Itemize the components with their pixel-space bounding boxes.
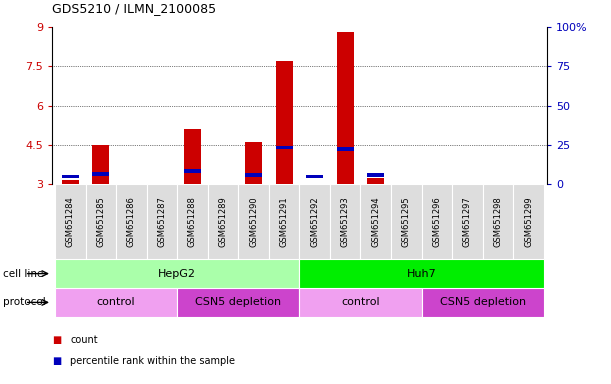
Text: GSM651299: GSM651299 — [524, 197, 533, 247]
Bar — [177, 184, 208, 259]
Bar — [306, 175, 323, 178]
Bar — [55, 184, 86, 259]
Bar — [422, 288, 544, 317]
Text: GSM651294: GSM651294 — [371, 197, 380, 247]
Text: GSM651290: GSM651290 — [249, 197, 258, 247]
Text: CSN5 depletion: CSN5 depletion — [196, 297, 281, 308]
Text: GSM651284: GSM651284 — [66, 196, 75, 247]
Bar — [337, 147, 354, 151]
Bar — [391, 184, 422, 259]
Bar — [147, 184, 177, 259]
Bar — [422, 184, 452, 259]
Text: protocol: protocol — [3, 297, 46, 308]
Text: GSM651296: GSM651296 — [433, 196, 441, 247]
Bar — [92, 145, 109, 184]
Text: Huh7: Huh7 — [407, 268, 436, 279]
Bar — [62, 180, 79, 184]
Bar — [452, 184, 483, 259]
Bar — [269, 184, 299, 259]
Bar — [86, 184, 116, 259]
Text: cell line: cell line — [3, 268, 43, 279]
Bar — [513, 184, 544, 259]
Bar — [245, 174, 262, 177]
Text: GSM651297: GSM651297 — [463, 196, 472, 247]
Text: ■: ■ — [52, 356, 61, 366]
Bar — [55, 259, 299, 288]
Bar — [367, 174, 384, 177]
Bar — [299, 184, 330, 259]
Text: percentile rank within the sample: percentile rank within the sample — [70, 356, 235, 366]
Text: control: control — [97, 297, 136, 308]
Text: ■: ■ — [52, 335, 61, 345]
Text: GSM651289: GSM651289 — [219, 196, 227, 247]
Text: GSM651288: GSM651288 — [188, 196, 197, 247]
Text: GSM651291: GSM651291 — [280, 197, 288, 247]
Bar — [55, 288, 177, 317]
Bar — [360, 184, 391, 259]
Bar — [337, 32, 354, 184]
Bar — [276, 146, 293, 149]
Text: CSN5 depletion: CSN5 depletion — [440, 297, 525, 308]
Text: GSM651285: GSM651285 — [97, 196, 105, 247]
Bar — [238, 184, 269, 259]
Bar — [299, 288, 422, 317]
Text: GSM651287: GSM651287 — [158, 196, 166, 247]
Text: GDS5210 / ILMN_2100085: GDS5210 / ILMN_2100085 — [52, 2, 216, 15]
Bar — [184, 129, 201, 184]
Text: control: control — [341, 297, 380, 308]
Text: HepG2: HepG2 — [158, 268, 196, 279]
Bar — [483, 184, 513, 259]
Text: GSM651298: GSM651298 — [494, 196, 502, 247]
Bar — [276, 61, 293, 184]
Text: GSM651286: GSM651286 — [127, 196, 136, 247]
Bar — [299, 259, 544, 288]
Bar — [367, 178, 384, 184]
Bar — [62, 175, 79, 178]
Bar — [116, 184, 147, 259]
Text: GSM651295: GSM651295 — [402, 197, 411, 247]
Bar — [208, 184, 238, 259]
Bar — [245, 142, 262, 184]
Bar — [177, 288, 299, 317]
Bar — [92, 172, 109, 175]
Bar — [184, 169, 201, 173]
Text: GSM651293: GSM651293 — [341, 196, 349, 247]
Text: GSM651292: GSM651292 — [310, 197, 319, 247]
Bar — [330, 184, 360, 259]
Text: count: count — [70, 335, 98, 345]
